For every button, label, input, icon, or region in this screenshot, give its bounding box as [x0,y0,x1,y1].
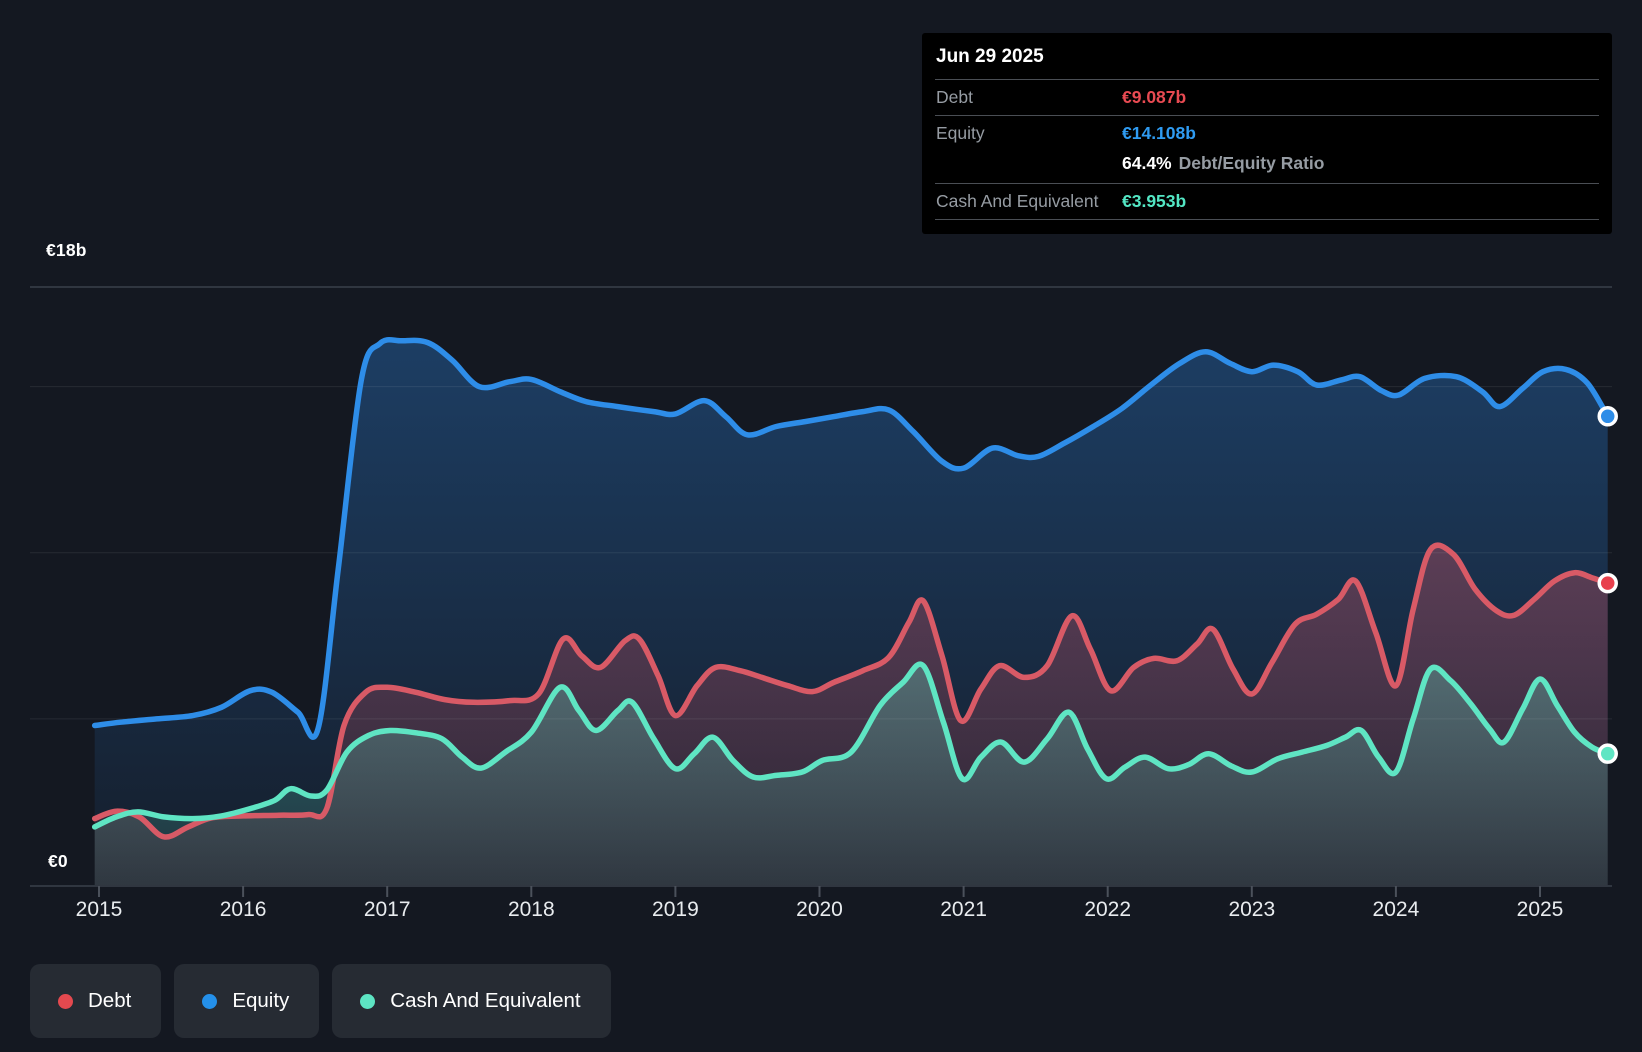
tooltip-cash-value: €3.953b [1122,191,1187,211]
equity-line [91,337,1611,740]
x-axis-label-2024: 2024 [1372,898,1420,921]
tooltip-date: Jun 29 2025 [936,46,1044,67]
debt-endpoint-marker[interactable] [1597,572,1618,594]
x-axis-label-2020: 2020 [796,898,843,921]
tooltip-debt-value: €9.087b [1122,87,1187,107]
x-axis-label-2016: 2016 [219,898,267,921]
y-axis-max-label: €18b [46,240,87,260]
chart-tooltip: Jun 29 2025 Debt €9.087b Equity €14.108b… [922,33,1612,234]
tooltip-debt-label: Debt [936,87,973,107]
x-axis-label-2017: 2017 [363,898,411,921]
x-axis-label-2018: 2018 [507,898,555,921]
x-axis-label-2022: 2022 [1084,898,1132,921]
chart-legend: Debt Equity Cash And Equivalent [30,964,611,1038]
tooltip-ratio-label: Debt/Equity Ratio [1178,153,1325,173]
x-axis-label-2025: 2025 [1516,898,1564,921]
x-axis-label-2023: 2023 [1228,898,1276,921]
tooltip-cash-label: Cash And Equivalent [936,191,1099,211]
tooltip-divider [935,79,1599,80]
tooltip-divider [935,115,1599,116]
tooltip-divider [935,183,1599,184]
debt-dot-icon [58,993,73,1009]
cash-dot-icon [360,993,376,1009]
tooltip-equity-label: Equity [936,123,985,143]
tooltip-ratio-value: 64.4% [1122,153,1172,173]
equity-dot-icon [202,993,218,1009]
legend-equity-label: Equity [232,989,290,1012]
x-axis: 2015 2016 2017 2018 2019 2020 2021 2022 2023 2024… [0,898,1642,928]
legend-item-equity[interactable]: Equity [174,964,320,1038]
debt-line [91,542,1611,840]
legend-item-cash[interactable]: Cash And Equivalent [332,964,611,1038]
x-axis-label-2019: 2019 [652,898,699,921]
tooltip-equity-value: €14.108b [1122,123,1196,143]
equity-endpoint-marker[interactable] [1597,406,1618,427]
cash-and-equivalent-line [91,661,1611,830]
tooltip-divider [935,219,1599,220]
legend-item-debt[interactable]: Debt [30,964,162,1038]
y-axis-zero-label: €0 [48,851,68,871]
tooltip-row-equity: Equity €14.108b [922,116,1612,151]
x-axis-label-2021: 2021 [940,898,987,921]
tooltip-row-ratio: 64.4% Debt/Equity Ratio [922,151,1612,183]
legend-debt-label: Debt [88,989,132,1012]
cash-and-equivalent-endpoint-marker[interactable] [1597,743,1618,764]
tooltip-row-cash: Cash And Equivalent €3.953b [922,184,1612,219]
tooltip-row-debt: Debt €9.087b [922,80,1612,115]
legend-cash-label: Cash And Equivalent [390,989,581,1012]
x-axis-label-2015: 2015 [75,898,123,921]
cash-and-equivalent-area-fill [94,664,1608,885]
